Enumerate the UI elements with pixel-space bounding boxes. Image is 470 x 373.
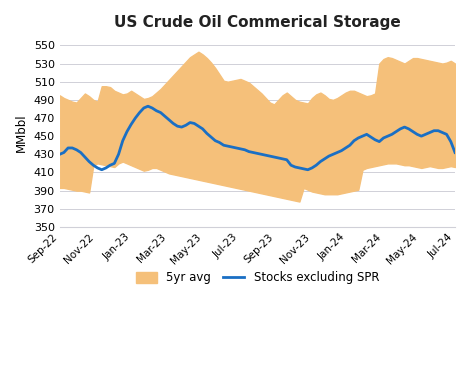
Title: US Crude Oil Commerical Storage: US Crude Oil Commerical Storage (114, 15, 401, 30)
Legend: 5yr avg, Stocks excluding SPR: 5yr avg, Stocks excluding SPR (131, 267, 384, 289)
Y-axis label: MMbbl: MMbbl (15, 113, 28, 152)
